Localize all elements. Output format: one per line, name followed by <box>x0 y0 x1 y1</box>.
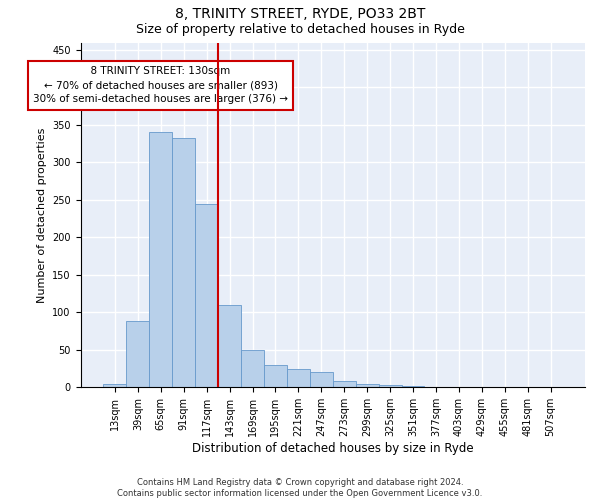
Text: 8 TRINITY STREET: 130sqm  
← 70% of detached houses are smaller (893)
30% of sem: 8 TRINITY STREET: 130sqm ← 70% of detach… <box>33 66 288 104</box>
X-axis label: Distribution of detached houses by size in Ryde: Distribution of detached houses by size … <box>192 442 473 455</box>
Text: Size of property relative to detached houses in Ryde: Size of property relative to detached ho… <box>136 22 464 36</box>
Bar <box>264 365 287 388</box>
Bar <box>287 368 310 388</box>
Text: Contains HM Land Registry data © Crown copyright and database right 2024.
Contai: Contains HM Land Registry data © Crown c… <box>118 478 482 498</box>
Bar <box>172 138 195 388</box>
Bar <box>448 386 470 388</box>
Bar <box>149 132 172 388</box>
Bar <box>424 386 448 388</box>
Bar <box>401 386 424 388</box>
Bar <box>333 382 356 388</box>
Bar <box>241 350 264 388</box>
Bar <box>310 372 333 388</box>
Bar <box>103 384 127 388</box>
Bar <box>356 384 379 388</box>
Y-axis label: Number of detached properties: Number of detached properties <box>37 127 47 302</box>
Bar <box>195 204 218 388</box>
Bar <box>218 305 241 388</box>
Bar <box>127 322 149 388</box>
Bar <box>379 385 401 388</box>
Text: 8, TRINITY STREET, RYDE, PO33 2BT: 8, TRINITY STREET, RYDE, PO33 2BT <box>175 8 425 22</box>
